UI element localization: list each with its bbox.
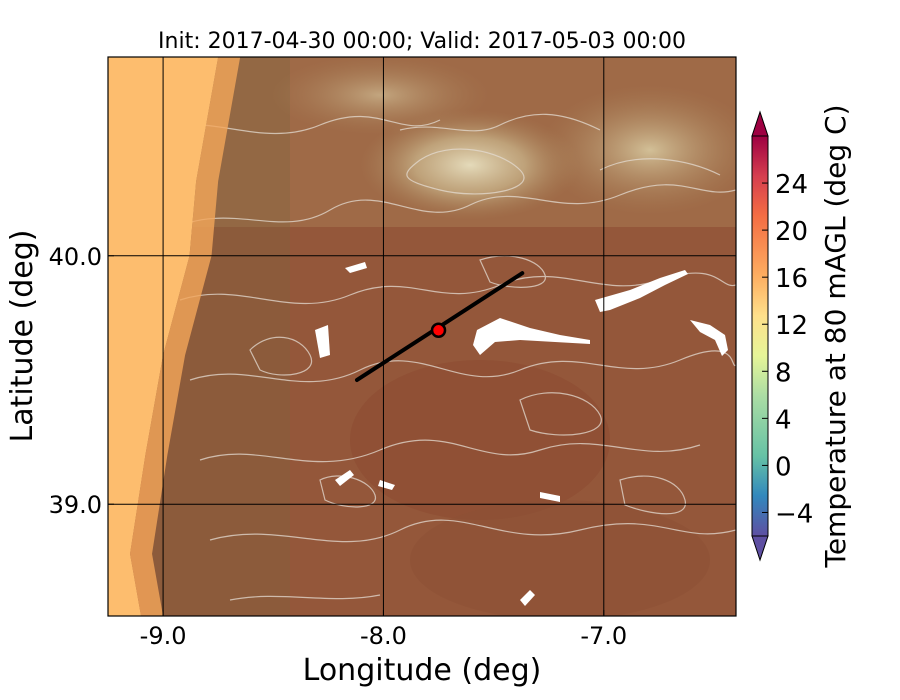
- rivers-reservoirs: [315, 262, 728, 606]
- colorbar-ticks: −4 0 4 8 12 16 20 24: [762, 170, 813, 529]
- highland-serra-estrela: [360, 110, 580, 220]
- colorbar-tick-label-7: 24: [775, 170, 808, 200]
- colorbar-extend-bottom: [751, 535, 769, 562]
- colorbar-tick-label-6: 20: [775, 217, 808, 247]
- colorbar-tick-label-0: −4: [775, 499, 813, 529]
- colorbar-tick-label-3: 8: [775, 358, 792, 388]
- colorbar-tick-label-5: 16: [775, 264, 808, 294]
- map-plot-area: [108, 57, 736, 616]
- highland-north: [270, 57, 490, 135]
- chart-title: Init: 2017-04-30 00:00; Valid: 2017-05-0…: [158, 29, 686, 54]
- y-axis-label: Latitude (deg): [5, 230, 40, 443]
- colorbar-extend-top: [751, 110, 769, 137]
- colorbar-body: [751, 135, 769, 537]
- x-axis-label: Longitude (deg): [303, 653, 542, 688]
- colorbar-tick-label-2: 4: [775, 405, 792, 435]
- lat-lon-grid: [108, 57, 736, 616]
- coastal-band: [130, 57, 241, 616]
- lowland-south: [410, 500, 710, 616]
- x-tick-label-0: -9.0: [140, 622, 187, 650]
- y-tick-label-1: 40.0: [49, 243, 102, 271]
- colorbar-tick-label-1: 0: [775, 452, 792, 482]
- y-tick-label-0: 39.0: [49, 491, 102, 519]
- x-axis-ticks: -9.0 -8.0 -7.0: [140, 610, 627, 650]
- highland-northeast: [540, 85, 736, 215]
- plot-frame: [107, 56, 737, 617]
- x-tick-label-2: -7.0: [580, 622, 627, 650]
- colorbar-tick-label-4: 12: [775, 311, 808, 341]
- x-tick-label-1: -8.0: [360, 622, 407, 650]
- lowland-center: [350, 360, 610, 520]
- site-marker: [430, 322, 447, 339]
- colorbar: −4 0 4 8 12 16 20 24 Temperature at 80 mAGL (de…: [751, 104, 852, 569]
- colorbar-label: Temperature at 80 mAGL (deg C): [819, 104, 852, 568]
- y-axis-ticks: 39.0 40.0: [49, 243, 114, 519]
